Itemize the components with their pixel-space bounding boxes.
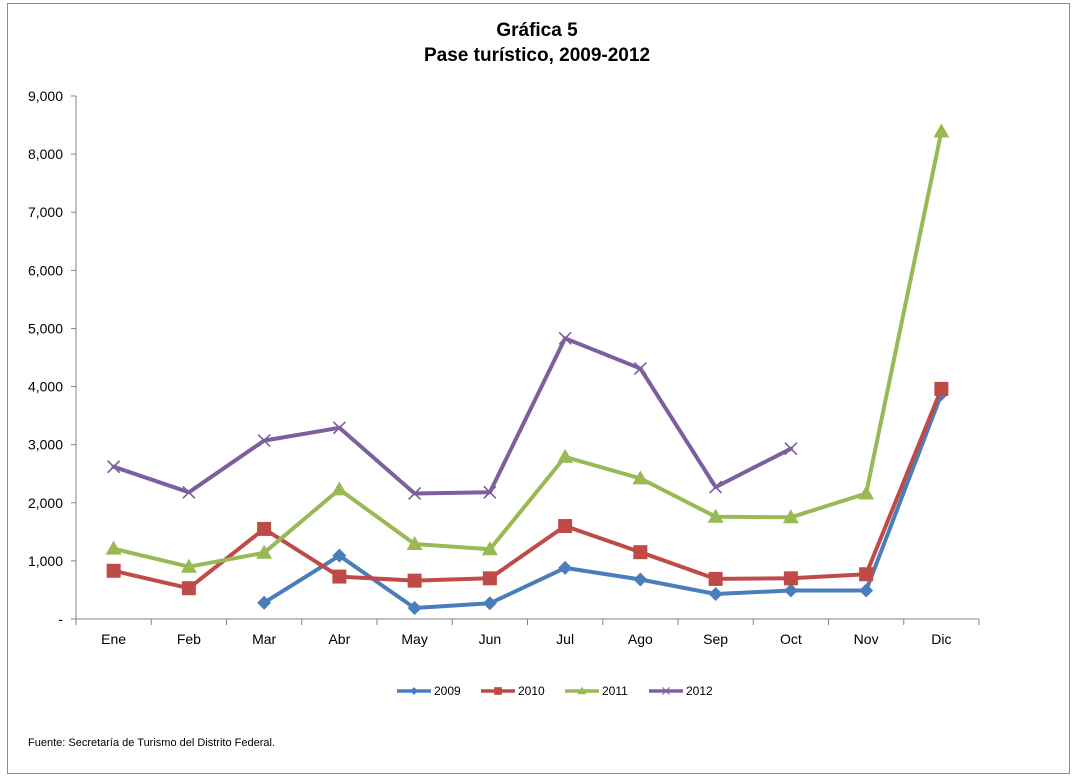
data-point-2012-Abr [332, 421, 346, 435]
legend-swatch-marker [494, 687, 502, 695]
x-tick-label: Jul [556, 631, 574, 647]
legend-swatch-marker [662, 687, 670, 695]
data-point-2009-Sep [708, 587, 723, 602]
data-point-2010-Ago [633, 545, 648, 560]
chart-axes: - 1,000 2,000 3,000 4,000 5,000 6,000 7,000 8,00… [28, 88, 980, 647]
legend-swatch-marker [577, 686, 587, 695]
series-line-2009 [262, 392, 944, 610]
y-tick-label: 1,000 [28, 553, 63, 569]
x-tick-label: Jun [479, 631, 502, 647]
series-2012 [107, 331, 798, 501]
data-point-2010-Jul [558, 519, 573, 534]
series-line-2011 [111, 129, 944, 569]
data-point-2012-Sep [709, 480, 723, 494]
data-point-2011-Nov [858, 485, 875, 500]
x-tick-label: Oct [780, 631, 802, 647]
legend-item-2009: 2009 [397, 684, 461, 698]
data-point-2011-Dic [933, 123, 950, 138]
chart-title: Gráfica 5 [496, 20, 578, 41]
legend-label-2010: 2010 [518, 684, 545, 698]
y-tick-label: 6,000 [28, 262, 63, 278]
chart-series [105, 123, 950, 615]
x-tick-label: Dic [931, 631, 951, 647]
y-tick-label: 7,000 [28, 204, 63, 220]
x-tick-label: Abr [328, 631, 350, 647]
data-point-2012-Jun [483, 485, 497, 499]
legend-item-2010: 2010 [481, 684, 545, 698]
x-tick-label: Nov [854, 631, 879, 647]
data-point-2009-Nov [859, 583, 874, 598]
chart-legend: 2009 2010 2011 2012 [397, 684, 713, 698]
data-point-2011-Jul [557, 448, 574, 463]
data-point-2010-Abr [332, 569, 347, 584]
x-tick-label: Ene [101, 631, 126, 647]
data-point-2010-Oct [783, 571, 798, 586]
data-point-2010-Feb [181, 581, 196, 596]
legend-label-2009: 2009 [434, 684, 461, 698]
x-tick-label: Feb [177, 631, 201, 647]
series-2011 [105, 123, 950, 573]
data-point-2009-Jul [558, 560, 573, 575]
y-tick-label: 3,000 [28, 437, 63, 453]
data-point-2009-Oct [783, 583, 798, 598]
data-point-2012-Feb [182, 485, 196, 499]
y-tick-label: 8,000 [28, 146, 63, 162]
data-point-2011-Sep [707, 508, 724, 523]
chart-subtitle: Pase turístico, 2009-2012 [423, 45, 651, 66]
data-point-2012-Jul [558, 331, 572, 345]
legend-label-2012: 2012 [686, 684, 713, 698]
y-tick-label: 4,000 [28, 379, 63, 395]
source-note: Fuente: Secretaría de Turismo del Distri… [28, 737, 275, 749]
data-point-2011-Jun [481, 541, 498, 556]
data-point-2009-Ago [633, 572, 648, 587]
series-2010 [106, 381, 949, 596]
legend-item-2012: 2012 [649, 684, 713, 698]
data-point-2011-Mar [256, 544, 273, 559]
data-point-2011-Abr [331, 481, 348, 496]
data-point-2010-May [407, 573, 422, 588]
y-tick-label: 5,000 [28, 320, 63, 336]
data-point-2011-Oct [782, 509, 799, 524]
x-tick-label: Mar [252, 631, 276, 647]
data-point-2011-Ago [632, 470, 649, 485]
data-point-2010-Nov [859, 567, 874, 582]
data-point-2012-Mar [257, 434, 271, 448]
data-point-2011-Ene [105, 540, 122, 555]
data-point-2012-Ene [107, 460, 121, 474]
x-tick-label: Ago [628, 631, 653, 647]
data-point-2009-May [407, 600, 422, 615]
data-point-2011-May [406, 536, 423, 551]
series-line-2010 [111, 386, 944, 591]
x-tick-label: May [401, 631, 427, 647]
legend-swatch-marker [410, 687, 418, 695]
series-line-2012 [111, 336, 793, 496]
data-point-2009-Mar [257, 595, 272, 610]
y-tick-label: - [58, 611, 63, 627]
data-point-2012-Ago [633, 361, 647, 376]
data-point-2012-May [408, 486, 422, 501]
data-point-2011-Feb [180, 558, 197, 573]
data-point-2010-Jun [482, 571, 497, 586]
data-point-2010-Sep [708, 571, 723, 586]
data-point-2010-Dic [934, 381, 949, 396]
y-tick-label: 9,000 [28, 88, 63, 104]
legend-item-2011: 2011 [565, 684, 628, 698]
data-point-2010-Mar [257, 521, 272, 536]
data-point-2012-Oct [784, 442, 798, 456]
x-tick-label: Sep [703, 631, 728, 647]
data-point-2009-Jun [482, 596, 497, 611]
data-point-2010-Ene [106, 563, 121, 578]
y-tick-label: 2,000 [28, 495, 63, 511]
data-point-2009-Abr [332, 548, 347, 563]
legend-label-2011: 2011 [602, 684, 628, 698]
